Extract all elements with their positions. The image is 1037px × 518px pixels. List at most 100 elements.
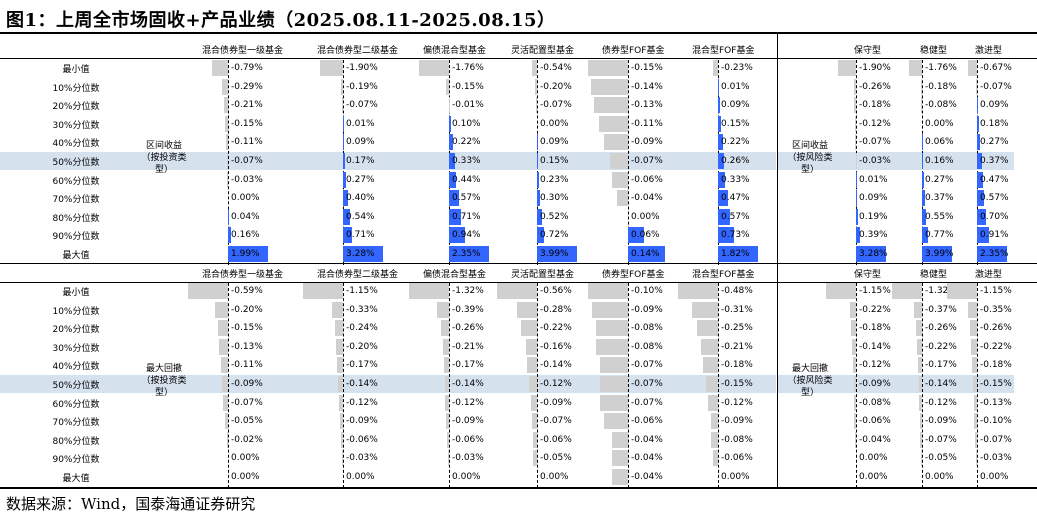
value-bar xyxy=(448,450,449,467)
value-bar xyxy=(718,208,731,225)
value-cell: 0.37% xyxy=(925,193,954,204)
value-bar xyxy=(976,78,977,95)
value-cell: -0.06% xyxy=(540,434,572,445)
row-label: 70%分位数 xyxy=(52,195,100,206)
value-cell: -0.06% xyxy=(452,434,484,445)
value-bar xyxy=(972,357,977,374)
value-bar xyxy=(228,208,229,225)
column-header: 混合债券型二级基金 xyxy=(317,46,399,56)
value-bar xyxy=(718,171,726,188)
value-bar xyxy=(449,227,465,244)
value-bar xyxy=(343,171,347,188)
value-bar xyxy=(449,171,457,188)
column-header: 偏债混合型基金 xyxy=(423,270,487,280)
value-bar xyxy=(718,153,724,169)
value-cell: -0.04% xyxy=(631,472,663,482)
value-cell: 0.94% xyxy=(452,230,481,241)
value-cell: -0.21% xyxy=(721,341,753,352)
value-cell: -0.06% xyxy=(346,434,378,445)
value-bar xyxy=(853,376,856,392)
value-cell: -0.33% xyxy=(346,304,378,315)
value-bar xyxy=(532,431,537,448)
value-cell: 0.47% xyxy=(980,174,1009,185)
value-bar xyxy=(535,78,537,95)
value-cell: 0.91% xyxy=(980,230,1009,241)
zero-axis xyxy=(856,283,857,488)
value-cell: -0.07% xyxy=(231,156,263,166)
value-cell: -0.15% xyxy=(452,81,484,92)
value-bar xyxy=(825,283,856,299)
value-bar xyxy=(596,320,628,337)
value-bar xyxy=(697,320,718,337)
value-cell: -0.05% xyxy=(925,453,957,464)
value-bar xyxy=(497,283,537,299)
value-bar xyxy=(449,134,453,151)
value-bar xyxy=(919,413,922,430)
value-bar xyxy=(228,227,232,244)
value-cell: 3.99% xyxy=(540,249,569,259)
value-bar xyxy=(223,97,228,114)
value-bar xyxy=(441,320,449,337)
value-bar xyxy=(718,97,720,114)
group-label: 最大回撤（按风险类型） xyxy=(787,364,833,399)
value-cell: 1.99% xyxy=(231,249,260,259)
value-bar xyxy=(977,153,982,169)
column-header: 激进型 xyxy=(975,46,1003,56)
header-rule-top xyxy=(0,58,1037,59)
value-bar xyxy=(446,78,449,95)
value-cell: -1.76% xyxy=(452,63,484,73)
value-cell: -0.10% xyxy=(980,416,1012,427)
column-header: 保守型 xyxy=(854,46,882,56)
value-cell: 0.70% xyxy=(980,211,1009,222)
value-bar xyxy=(531,60,537,76)
value-bar xyxy=(852,357,856,374)
value-cell: -0.20% xyxy=(346,341,378,352)
value-bar xyxy=(918,376,922,392)
value-bar xyxy=(977,171,984,188)
value-bar xyxy=(854,97,856,114)
value-bar xyxy=(977,115,980,132)
value-cell: 0.27% xyxy=(925,174,954,185)
value-bar xyxy=(223,394,228,411)
value-bar xyxy=(850,301,856,318)
value-cell: -0.67% xyxy=(980,63,1012,73)
value-bar xyxy=(718,227,734,244)
value-cell: -0.08% xyxy=(721,434,753,445)
value-bar xyxy=(339,413,343,430)
row-label: 10%分位数 xyxy=(52,83,100,94)
value-cell: 0.77% xyxy=(925,230,954,241)
value-bar xyxy=(712,60,718,76)
value-cell: -1.90% xyxy=(346,63,378,73)
group-label: 区间收益（按投资类型） xyxy=(141,141,187,176)
value-cell: -0.15% xyxy=(231,118,263,129)
group-label: 最大回撤（按投资类型） xyxy=(141,364,187,399)
row-label: 20%分位数 xyxy=(52,102,100,113)
bottom-rule xyxy=(0,487,1037,489)
value-cell: 0.01% xyxy=(721,81,750,92)
value-bar xyxy=(530,394,537,411)
value-cell: -0.56% xyxy=(540,286,572,296)
value-cell: -0.09% xyxy=(540,397,572,408)
value-cell: -0.10% xyxy=(631,286,663,296)
value-bar xyxy=(976,450,977,467)
value-cell: 0.09% xyxy=(721,100,750,111)
value-bar xyxy=(214,301,228,318)
value-bar xyxy=(537,227,545,244)
value-cell: -1.32% xyxy=(925,286,957,296)
value-bar xyxy=(856,246,887,262)
value-cell: 0.17% xyxy=(346,156,375,166)
value-cell: -0.09% xyxy=(859,379,891,389)
value-cell: -0.54% xyxy=(540,63,572,73)
value-cell: -0.22% xyxy=(540,323,572,334)
value-cell: -0.28% xyxy=(540,304,572,315)
value-cell: -0.09% xyxy=(631,137,663,148)
value-bar xyxy=(617,190,628,207)
value-cell: -0.09% xyxy=(721,416,753,427)
value-bar xyxy=(946,283,977,299)
value-cell: 0.26% xyxy=(721,156,750,166)
value-bar xyxy=(922,190,925,207)
value-cell: -0.18% xyxy=(721,360,753,371)
value-cell: 0.16% xyxy=(231,230,260,241)
value-bar xyxy=(341,450,343,467)
value-cell: -0.20% xyxy=(540,81,572,92)
